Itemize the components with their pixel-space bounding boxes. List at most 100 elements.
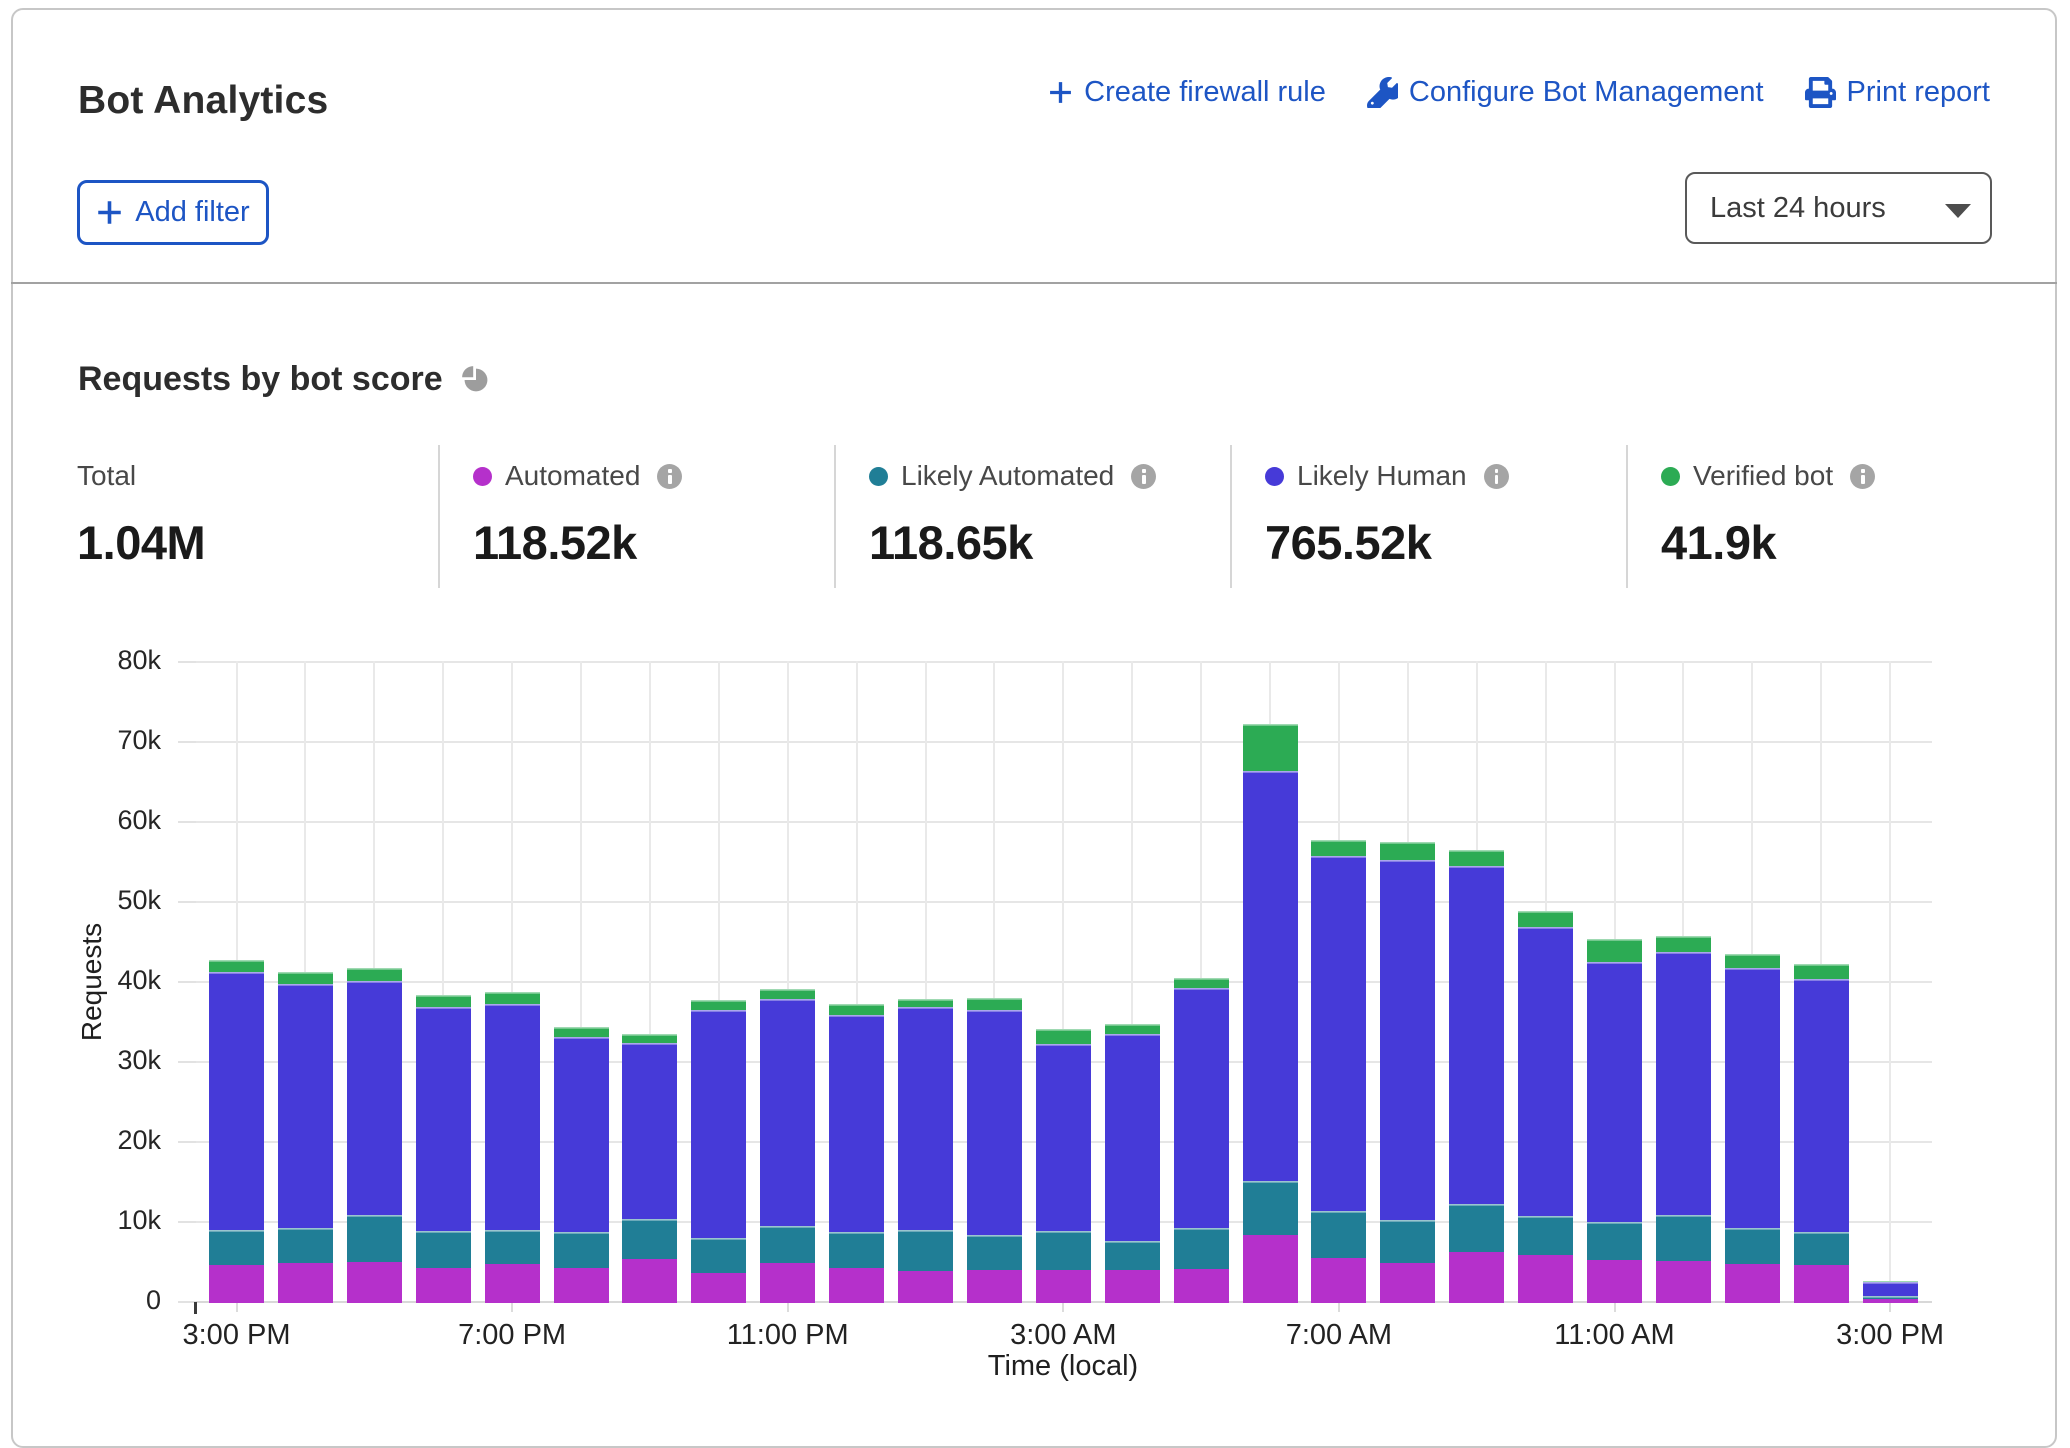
- legend-dot: [1661, 466, 1680, 486]
- bar-seg-likely-human: [553, 1037, 609, 1232]
- y-axis-title: Requests: [76, 922, 107, 1042]
- bar-hour-0[interactable]: [209, 661, 264, 1303]
- bar-seg-automated: [346, 1262, 402, 1303]
- bar-seg-likely-human: [829, 1014, 885, 1233]
- time-range-select[interactable]: Last 24 hours: [1685, 172, 1992, 244]
- bar-hour-11[interactable]: [966, 661, 1022, 1303]
- bar-seg-likely-automated: [1587, 1221, 1642, 1260]
- bar-hour-10[interactable]: [898, 661, 953, 1303]
- action-label: Print report: [1846, 76, 1990, 108]
- bar-hour-7[interactable]: [691, 661, 747, 1303]
- stat-header: Verified bot: [1661, 458, 1876, 494]
- action-print-report[interactable]: Print report: [1804, 76, 1990, 109]
- y-tick-label: 30k: [117, 1045, 161, 1075]
- bar-hour-21[interactable]: [1655, 661, 1711, 1303]
- bar-hour-14[interactable]: [1173, 661, 1229, 1303]
- bar-seg-likely-human: [1035, 1044, 1091, 1232]
- bar-hour-17[interactable]: [1380, 661, 1436, 1303]
- x-tick: [1613, 1303, 1616, 1312]
- page-title: Bot Analytics: [78, 79, 329, 122]
- x-tick: [1889, 1303, 1892, 1312]
- bar-hour-20[interactable]: [1587, 661, 1642, 1303]
- stat-header: Total: [77, 458, 205, 494]
- stat-divider: [1626, 445, 1628, 588]
- bar-hour-4[interactable]: [484, 661, 540, 1303]
- stat-value: 1.04M: [77, 516, 206, 569]
- bar-hour-12[interactable]: [1035, 661, 1091, 1303]
- bar-hour-16[interactable]: [1311, 661, 1367, 1303]
- bar-seg-likely-automated: [209, 1229, 264, 1265]
- bar-seg-likely-automated: [622, 1218, 678, 1260]
- info-icon[interactable]: [1850, 463, 1876, 489]
- y-tick: [178, 661, 196, 663]
- bar-seg-verified-bot: [1724, 953, 1780, 968]
- bar-hour-9[interactable]: [829, 661, 885, 1303]
- info-icon[interactable]: [657, 463, 683, 489]
- bar-hour-1[interactable]: [277, 661, 333, 1303]
- bar-hour-22[interactable]: [1724, 661, 1780, 1303]
- bar-hour-24[interactable]: [1862, 661, 1918, 1303]
- bar-seg-verified-bot: [1035, 1029, 1091, 1045]
- bar-seg-likely-automated: [1311, 1210, 1367, 1259]
- x-tick-label: 11:00 PM: [726, 1319, 849, 1351]
- y-tick-label: 40k: [117, 965, 161, 995]
- bar-hour-15[interactable]: [1242, 661, 1298, 1303]
- bar-seg-verified-bot: [1518, 910, 1574, 928]
- bar-seg-automated: [760, 1263, 816, 1303]
- bar-seg-likely-human: [346, 981, 402, 1215]
- action-configure-bot-management[interactable]: Configure Bot Management: [1366, 76, 1764, 109]
- bar-seg-likely-automated: [1173, 1228, 1229, 1270]
- bar-seg-verified-bot: [1587, 938, 1642, 962]
- y-tick: [178, 1301, 196, 1303]
- info-icon[interactable]: [1483, 463, 1509, 489]
- bar-seg-verified-bot: [622, 1034, 678, 1043]
- x-tick-label: 3:00 PM: [182, 1319, 291, 1351]
- bar-seg-likely-human: [966, 1009, 1022, 1236]
- bar-seg-verified-bot: [346, 967, 402, 982]
- bar-seg-likely-automated: [1655, 1214, 1711, 1261]
- bar-seg-likely-automated: [1242, 1181, 1298, 1236]
- bar-hour-8[interactable]: [760, 661, 816, 1303]
- stat-value: 41.9k: [1661, 516, 1777, 569]
- bar-hour-19[interactable]: [1518, 661, 1574, 1303]
- bar-seg-likely-automated: [346, 1214, 402, 1263]
- y-tick-label: 80k: [117, 645, 161, 675]
- bar-seg-automated: [1724, 1264, 1780, 1303]
- header-divider: [11, 282, 2057, 284]
- bar-seg-likely-automated: [898, 1230, 953, 1272]
- bar-seg-automated: [1862, 1299, 1918, 1303]
- bar-hour-13[interactable]: [1104, 661, 1160, 1303]
- bar-hour-2[interactable]: [346, 661, 402, 1303]
- bar-seg-automated: [277, 1263, 333, 1303]
- bar-hour-18[interactable]: [1449, 661, 1505, 1303]
- stat-label: Likely Human: [1297, 460, 1467, 491]
- header-actions: Create firewall rule Configure Bot Manage…: [1048, 76, 1990, 109]
- info-icon[interactable]: [1131, 463, 1157, 489]
- bar-seg-automated: [553, 1267, 609, 1303]
- bar-hour-5[interactable]: [553, 661, 609, 1303]
- x-tick: [1062, 1303, 1065, 1312]
- chevron-down-icon: [1945, 204, 1971, 218]
- bar-seg-likely-human: [1449, 866, 1505, 1205]
- bar-seg-verified-bot: [1242, 723, 1298, 771]
- bar-seg-automated: [1793, 1265, 1849, 1303]
- bar-seg-verified-bot: [484, 992, 540, 1005]
- bar-seg-automated: [1242, 1235, 1298, 1303]
- bar-hour-3[interactable]: [415, 661, 471, 1303]
- bar-seg-automated: [1173, 1269, 1229, 1303]
- add-filter-button[interactable]: Add filter: [77, 180, 269, 245]
- stat-label: Total: [77, 460, 137, 491]
- bar-hour-6[interactable]: [622, 661, 678, 1303]
- gridline-v: [924, 661, 927, 1303]
- stat-divider: [1230, 445, 1232, 588]
- gridline-v: [1062, 661, 1065, 1303]
- y-tick: [178, 1221, 196, 1223]
- gridline-v: [442, 661, 445, 1303]
- bar-seg-likely-human: [1655, 951, 1711, 1215]
- bar-seg-automated: [1587, 1259, 1642, 1303]
- action-create-firewall-rule[interactable]: Create firewall rule: [1048, 76, 1326, 109]
- bar-hour-23[interactable]: [1793, 661, 1849, 1303]
- bar-seg-likely-human: [1587, 961, 1642, 1222]
- bar-seg-verified-bot: [1173, 978, 1229, 989]
- bar-seg-likely-human: [691, 1010, 747, 1238]
